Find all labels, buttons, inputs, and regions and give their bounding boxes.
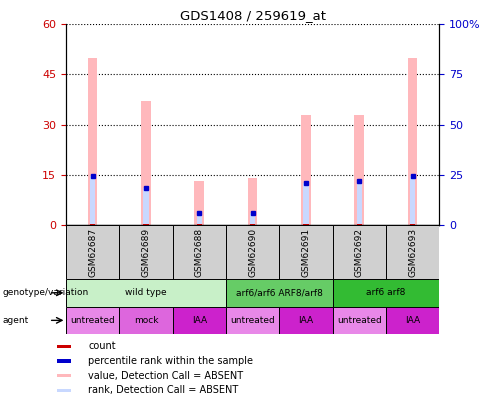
Bar — [248, 178, 257, 225]
Bar — [66, 279, 226, 307]
Text: untreated: untreated — [230, 316, 275, 325]
Bar — [332, 279, 439, 307]
Text: untreated: untreated — [337, 316, 382, 325]
Text: arf6/arf6 ARF8/arf8: arf6/arf6 ARF8/arf8 — [236, 288, 323, 297]
Bar — [386, 225, 439, 279]
Bar — [279, 307, 332, 334]
Text: GSM62689: GSM62689 — [142, 228, 150, 277]
Text: GSM62691: GSM62691 — [302, 228, 310, 277]
Bar — [301, 115, 311, 225]
Text: mock: mock — [134, 316, 158, 325]
Text: value, Detection Call = ABSENT: value, Detection Call = ABSENT — [88, 371, 244, 381]
Bar — [332, 225, 386, 279]
Text: GSM62690: GSM62690 — [248, 228, 257, 277]
Bar — [357, 224, 362, 225]
Bar — [354, 115, 364, 225]
Text: arf6 arf8: arf6 arf8 — [366, 288, 406, 297]
Bar — [303, 183, 308, 225]
Bar — [66, 225, 119, 279]
Bar — [303, 224, 308, 225]
Text: GSM62693: GSM62693 — [408, 228, 417, 277]
Bar — [226, 225, 279, 279]
Bar — [279, 225, 332, 279]
Title: GDS1408 / 259619_at: GDS1408 / 259619_at — [180, 9, 325, 22]
Bar — [410, 176, 415, 225]
Text: IAA: IAA — [405, 316, 420, 325]
Bar — [90, 176, 95, 225]
Bar — [386, 307, 439, 334]
Text: GSM62692: GSM62692 — [355, 228, 364, 277]
Bar — [90, 224, 95, 225]
Text: rank, Detection Call = ABSENT: rank, Detection Call = ABSENT — [88, 385, 239, 395]
Text: IAA: IAA — [192, 316, 207, 325]
Text: genotype/variation: genotype/variation — [2, 288, 89, 297]
Bar — [197, 224, 202, 225]
Text: percentile rank within the sample: percentile rank within the sample — [88, 356, 253, 366]
Bar — [119, 225, 173, 279]
Text: wild type: wild type — [125, 288, 167, 297]
Bar — [57, 374, 71, 377]
Bar — [173, 225, 226, 279]
Bar — [194, 181, 204, 225]
Bar — [66, 307, 119, 334]
Bar — [88, 58, 97, 225]
Bar — [226, 307, 279, 334]
Bar — [173, 307, 226, 334]
Bar — [141, 101, 151, 225]
Bar — [119, 307, 173, 334]
Text: untreated: untreated — [70, 316, 115, 325]
Bar — [197, 213, 202, 225]
Bar — [250, 213, 255, 225]
Bar — [57, 389, 71, 392]
Bar — [250, 224, 255, 225]
Text: GSM62688: GSM62688 — [195, 228, 203, 277]
Bar — [226, 279, 332, 307]
Bar — [57, 359, 71, 362]
Text: agent: agent — [2, 316, 29, 325]
Bar — [143, 188, 148, 225]
Bar — [332, 307, 386, 334]
Text: count: count — [88, 341, 116, 351]
Text: IAA: IAA — [298, 316, 313, 325]
Bar — [357, 181, 362, 225]
Bar — [410, 224, 415, 225]
Bar — [408, 58, 417, 225]
Bar — [143, 224, 148, 225]
Text: GSM62687: GSM62687 — [88, 228, 97, 277]
Bar — [57, 345, 71, 348]
